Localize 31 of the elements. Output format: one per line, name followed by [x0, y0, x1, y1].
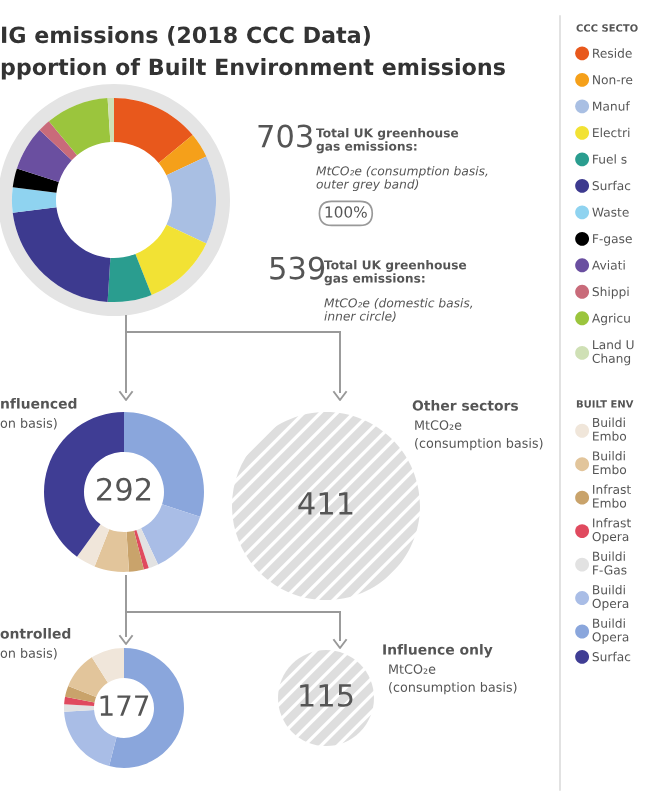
donut-slice — [64, 696, 95, 707]
data-label: 411 — [298, 492, 353, 515]
donut-slice — [94, 529, 130, 572]
donut-slice — [76, 524, 110, 567]
text: pportion of Built Environment emissions — [1, 58, 505, 80]
text: 539 — [270, 256, 325, 280]
donut-slice — [12, 168, 59, 193]
donut-slice — [12, 207, 111, 302]
donut-slice — [91, 648, 124, 683]
donut-slice — [64, 704, 95, 712]
donut-slice — [65, 685, 97, 703]
text: 703 — [258, 124, 312, 148]
donut-slice — [141, 504, 201, 565]
chart-title: IG emissions (2018 CCC Data) — [2, 26, 370, 46]
donut-slice — [166, 156, 217, 244]
donut-slice — [114, 97, 193, 164]
donut-slice — [107, 97, 114, 143]
donut-slice — [135, 224, 207, 295]
donut-slice — [48, 98, 111, 156]
donut-slice — [126, 530, 144, 572]
donut-slice — [11, 187, 57, 213]
donut-slice — [158, 134, 207, 176]
donut-slice — [107, 253, 152, 303]
data-label: 115 — [300, 684, 353, 707]
donut-slice — [136, 528, 159, 569]
text: 177 — [100, 695, 149, 716]
donut-slice — [39, 121, 78, 161]
donut-slice — [133, 530, 149, 570]
text: 292 — [97, 477, 151, 501]
donut-slice — [68, 657, 108, 697]
donut-slice — [16, 130, 72, 183]
